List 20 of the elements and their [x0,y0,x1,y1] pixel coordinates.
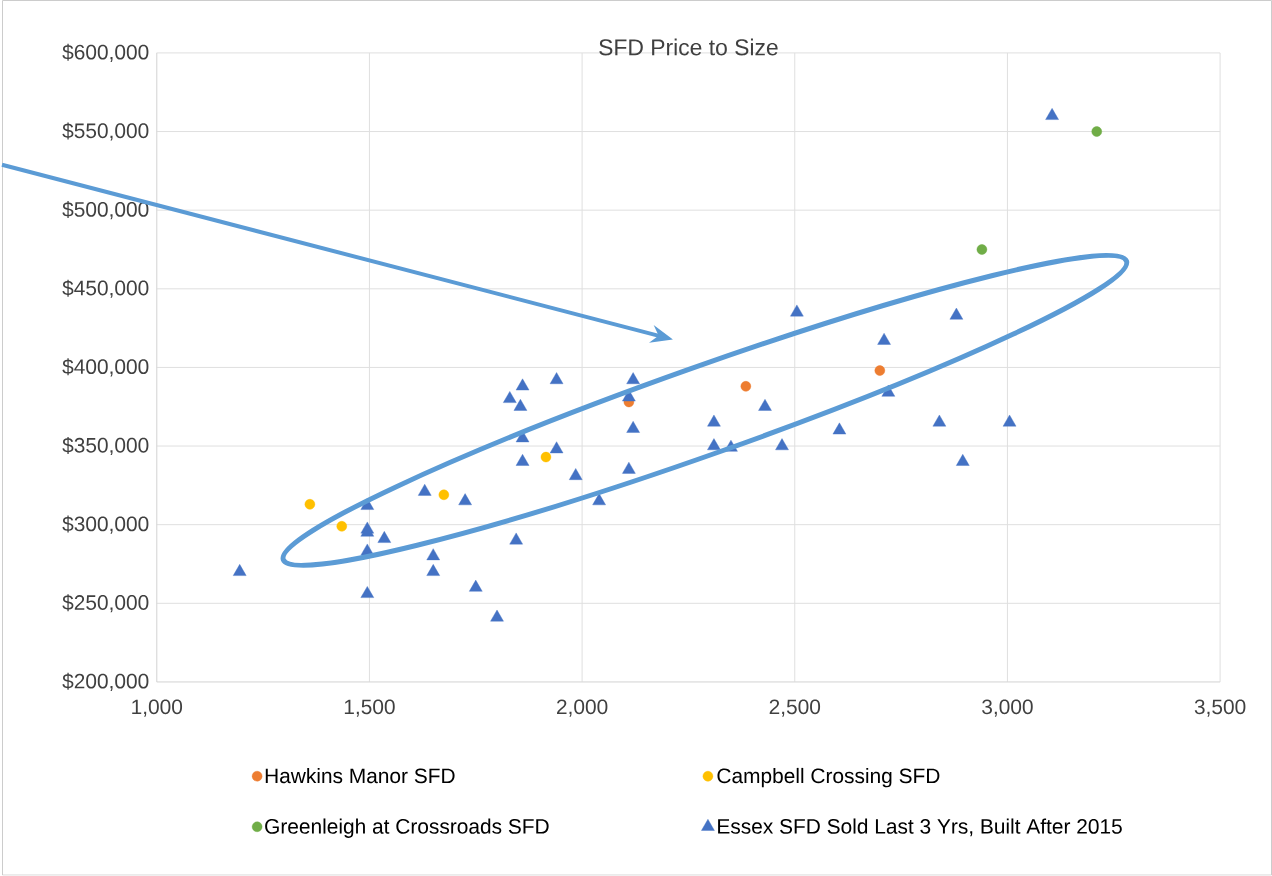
x-tick-label: 3,000 [982,699,1033,717]
legend-label: Essex SFD Sold Last 3 Yrs, Built After 2015 [718,818,1122,837]
x-tick-label: 1,500 [344,699,395,717]
legend-label: Hawkins Manor SFD [265,768,455,784]
legend-label: Campbell Crossing SFD [717,768,940,788]
y-tick-label: $250,000 [62,594,149,613]
x-tick-label: 2,500 [769,699,821,717]
x-tick-label: 1,000 [132,699,183,717]
y-tick-label: $300,000 [62,515,149,534]
y-tick-label: $200,000 [62,673,149,692]
y-tick-label: $350,000 [62,437,149,456]
x-tick-label: 3,500 [1194,699,1246,717]
y-tick-label: $600,000 [62,44,149,63]
legend-label: Greenleigh at Crossroads SFD [265,818,549,839]
y-tick-label: $400,000 [62,358,149,377]
chart-title: SFD Price to Size [599,38,778,56]
y-tick-label: $500,000 [62,201,149,220]
y-tick-label: $450,000 [62,279,149,299]
x-tick-label: 2,000 [557,699,608,717]
y-tick-label: $550,000 [62,122,149,141]
